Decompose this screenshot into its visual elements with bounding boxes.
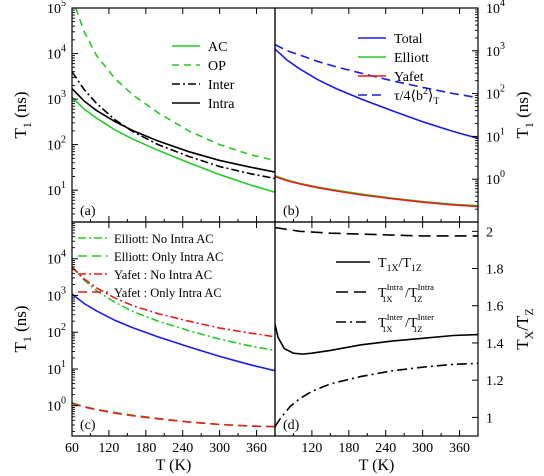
panel-label: (a) — [80, 204, 96, 219]
series-line-c-1 — [72, 266, 275, 352]
y-tick-label: 2 — [486, 225, 493, 240]
y-tick-label: 100 — [486, 169, 505, 188]
series-line-b-2 — [275, 175, 478, 208]
y-tick-label: 102 — [47, 322, 66, 341]
y-tick-label: 1.2 — [486, 374, 504, 389]
y-tick-label: 103 — [47, 285, 66, 304]
legend-entry: Inter — [208, 78, 235, 93]
y-tick-label: 103 — [47, 89, 66, 108]
y-tick-label: 104 — [486, 0, 505, 17]
y-tick-label: 1.8 — [486, 263, 504, 278]
x-tick-label: 240 — [172, 441, 193, 456]
legend-entry: OP — [208, 59, 226, 74]
x-tick-label: 120 — [301, 441, 322, 456]
x-tick-label: 180 — [338, 441, 359, 456]
series-line-c-2 — [72, 402, 275, 428]
x-tick-label: 60 — [65, 441, 79, 456]
y-axis-label: TX/TZ — [513, 308, 536, 350]
series-line-a-2 — [72, 71, 275, 180]
series-line-d-2 — [275, 362, 478, 428]
legend-entry: T1X​/T1Z​ — [378, 256, 422, 274]
x-tick-label: 180 — [135, 441, 156, 456]
panel-a: 101 102 103 104 105 T1 (ns) (a) AC OP Inter Intra — [11, 0, 276, 223]
legend-entry: Elliott: Only Intra AC — [114, 250, 223, 264]
y-axis-label: T1 (ns) — [513, 91, 536, 138]
panel-c: 60 120 180 240 300 360 100 101 102 103 104 T1 (ns) T… — [11, 221, 276, 474]
plot-frame — [71, 7, 276, 223]
x-axis-label: T (K) — [359, 457, 395, 474]
legend-entry: AC — [208, 40, 227, 55]
y-tick-label: 101 — [47, 180, 66, 199]
y-tick-label: 1.6 — [486, 300, 504, 315]
legend-entry: Elliott — [394, 51, 429, 66]
y-tick-label: 103 — [486, 41, 505, 60]
y-tick-label: 105 — [47, 0, 66, 17]
series-line-d-1 — [275, 226, 478, 237]
series-line-a-1 — [74, 8, 275, 162]
legend-entry: Total — [394, 32, 423, 47]
legend-entry: Elliott: No Intra AC — [114, 232, 214, 246]
y-tick-label: 104 — [47, 44, 66, 63]
legend-entry: Yafet — [394, 70, 424, 85]
legend-entry: Yafet : No Intra AC — [114, 268, 212, 282]
series-line-c-3 — [72, 266, 275, 338]
series-line-b-0 — [275, 48, 478, 140]
x-tick-label: 120 — [98, 441, 119, 456]
y-tick-label: 1 — [486, 411, 493, 426]
legend-entry: Yafet : Only Intra AC — [114, 286, 222, 300]
x-tick-label: 360 — [449, 441, 470, 456]
x-tick-label: 300 — [209, 441, 230, 456]
plot-frame — [274, 221, 479, 437]
y-tick-label: 102 — [486, 84, 505, 103]
y-tick-label: 104 — [47, 249, 66, 268]
y-tick-label: 102 — [47, 135, 66, 154]
y-tick-label: 101 — [47, 359, 66, 378]
y-tick-label: 1.4 — [486, 337, 504, 352]
y-tick-label: 100 — [47, 396, 66, 415]
x-tick-label: 360 — [246, 441, 267, 456]
legend-entry: τ/4⟨b2​⟩T​ — [394, 86, 439, 107]
x-tick-label: 240 — [375, 441, 396, 456]
series-line-b-3 — [275, 43, 478, 99]
panel-label: (d) — [283, 418, 300, 433]
panel-label: (b) — [283, 204, 300, 219]
series-line-b-1 — [275, 175, 478, 207]
series-line-a-3 — [72, 88, 275, 173]
y-axis-label: T1 (ns) — [11, 305, 34, 352]
panel-label: (c) — [80, 418, 96, 433]
panel-d: 120 180 240 300 360 1 1.2 1.4 1.6 1.8 2 TX/TZ T (K) (… — [274, 221, 536, 474]
x-tick-label: 300 — [412, 441, 433, 456]
plot-frame — [274, 7, 479, 223]
series-line-d-0 — [275, 324, 478, 355]
panel-b: 100 101 102 103 104 T1 (ns) (b) Total Elliott Yaf… — [274, 0, 536, 223]
y-tick-label: 101 — [486, 126, 505, 145]
series-line-a-0 — [72, 96, 275, 194]
series-line-c-0 — [72, 293, 275, 372]
y-axis-label: T1 (ns) — [11, 91, 34, 138]
x-axis-label: T (K) — [156, 457, 192, 474]
series-line-c-4 — [72, 402, 275, 428]
legend-entry: Intra — [208, 97, 235, 112]
